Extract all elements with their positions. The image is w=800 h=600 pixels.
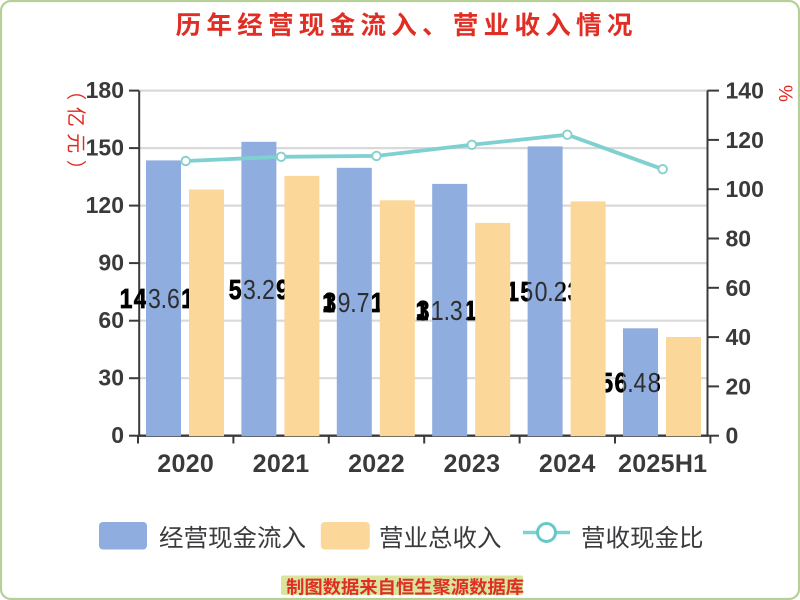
svg-text:20: 20 xyxy=(726,373,752,399)
svg-text:1: 1 xyxy=(464,296,477,326)
svg-text:2021: 2021 xyxy=(253,450,310,478)
svg-text:8: 8 xyxy=(648,368,661,398)
svg-text:3: 3 xyxy=(243,275,256,305)
svg-text:60: 60 xyxy=(726,275,752,301)
svg-text:5: 5 xyxy=(229,275,242,305)
svg-text:6: 6 xyxy=(167,284,180,314)
svg-text:1: 1 xyxy=(415,296,428,326)
svg-text:%: % xyxy=(774,85,795,102)
svg-text:30: 30 xyxy=(98,365,124,391)
svg-text:80: 80 xyxy=(726,226,752,252)
svg-text:5: 5 xyxy=(229,275,242,305)
svg-text:4: 4 xyxy=(134,284,147,314)
svg-text:60: 60 xyxy=(98,307,124,333)
svg-text:6: 6 xyxy=(614,368,627,398)
svg-text:3: 3 xyxy=(323,288,336,318)
svg-text:100: 100 xyxy=(726,176,764,202)
svg-text:2020: 2020 xyxy=(157,450,214,478)
svg-text:120: 120 xyxy=(726,127,764,153)
svg-text:2024: 2024 xyxy=(539,450,596,478)
svg-text:2023: 2023 xyxy=(443,450,500,478)
svg-text:0: 0 xyxy=(535,277,548,307)
svg-text:90: 90 xyxy=(98,250,124,276)
svg-text:3: 3 xyxy=(450,296,463,326)
svg-text:.: . xyxy=(161,284,167,314)
svg-text:3: 3 xyxy=(417,296,430,326)
svg-text:2025H1: 2025H1 xyxy=(618,450,707,478)
svg-text:150: 150 xyxy=(86,135,124,161)
svg-text:2: 2 xyxy=(554,277,567,307)
svg-text:.: . xyxy=(256,275,262,305)
svg-text:4: 4 xyxy=(134,284,147,314)
svg-text:5: 5 xyxy=(520,277,533,307)
svg-text:1: 1 xyxy=(431,296,444,326)
svg-text:120: 120 xyxy=(86,192,124,218)
svg-text:1: 1 xyxy=(371,288,384,318)
svg-text:.: . xyxy=(350,288,356,318)
svg-text:0: 0 xyxy=(726,423,739,449)
svg-text:7: 7 xyxy=(357,288,370,318)
svg-text:3: 3 xyxy=(148,284,161,314)
svg-text:9: 9 xyxy=(338,288,351,318)
svg-text:1: 1 xyxy=(120,284,133,314)
svg-text:.: . xyxy=(627,368,633,398)
svg-text:.: . xyxy=(444,296,450,326)
svg-text:9: 9 xyxy=(276,275,289,305)
svg-text:40: 40 xyxy=(726,324,752,350)
svg-text:180: 180 xyxy=(86,77,124,103)
svg-text:.: . xyxy=(547,277,553,307)
svg-text:2: 2 xyxy=(262,275,275,305)
svg-text:4: 4 xyxy=(633,368,646,398)
svg-text:2022: 2022 xyxy=(348,450,405,478)
svg-text:0: 0 xyxy=(111,422,124,448)
svg-text:140: 140 xyxy=(726,78,764,104)
svg-text:1: 1 xyxy=(322,288,335,318)
